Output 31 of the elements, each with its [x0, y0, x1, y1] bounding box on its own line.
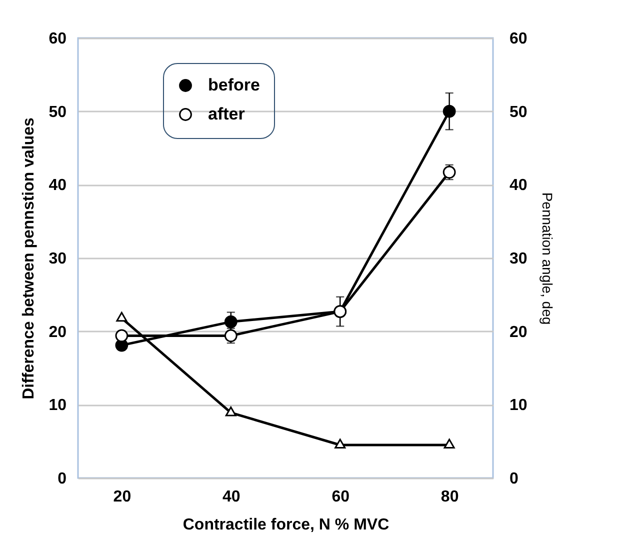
y2-tick-label: 30: [510, 250, 528, 268]
y-tick-label: 10: [48, 397, 67, 414]
point: [225, 406, 236, 416]
y-tick-label: 50: [48, 104, 67, 121]
y-tick-label: 0: [58, 470, 67, 488]
point: [334, 438, 346, 448]
y-tick-label: 40: [48, 177, 67, 194]
y2-tick-label: 0: [510, 470, 518, 488]
x-axis-title: Contractile force, N % MVC: [182, 516, 390, 534]
y2-tick-label: 50: [510, 104, 528, 121]
legend-label: after: [208, 104, 246, 124]
point: [116, 312, 128, 322]
y-tick-label: 60: [48, 30, 67, 48]
y2-tick-label: 40: [510, 177, 528, 194]
y2-tick-label: 20: [510, 324, 528, 341]
point: [444, 438, 455, 448]
x-tick-label: 60: [332, 488, 350, 506]
point: [442, 104, 456, 118]
y-axis-title: Difference between pennstion values: [20, 117, 38, 400]
y2-tick-label: 10: [510, 397, 528, 414]
y-tick-label: 20: [48, 324, 67, 341]
point: [115, 329, 128, 342]
x-tick-label: 20: [113, 488, 132, 506]
y2-axis-title: Pennation angle, deg: [539, 192, 556, 325]
point: [224, 315, 238, 328]
y-tick-label: 30: [48, 250, 67, 268]
x-tick-label: 40: [222, 488, 240, 506]
legend-label: before: [208, 76, 260, 94]
x-tick-label: 80: [440, 488, 459, 506]
point: [442, 166, 456, 179]
y2-tick-label: 60: [510, 30, 528, 48]
